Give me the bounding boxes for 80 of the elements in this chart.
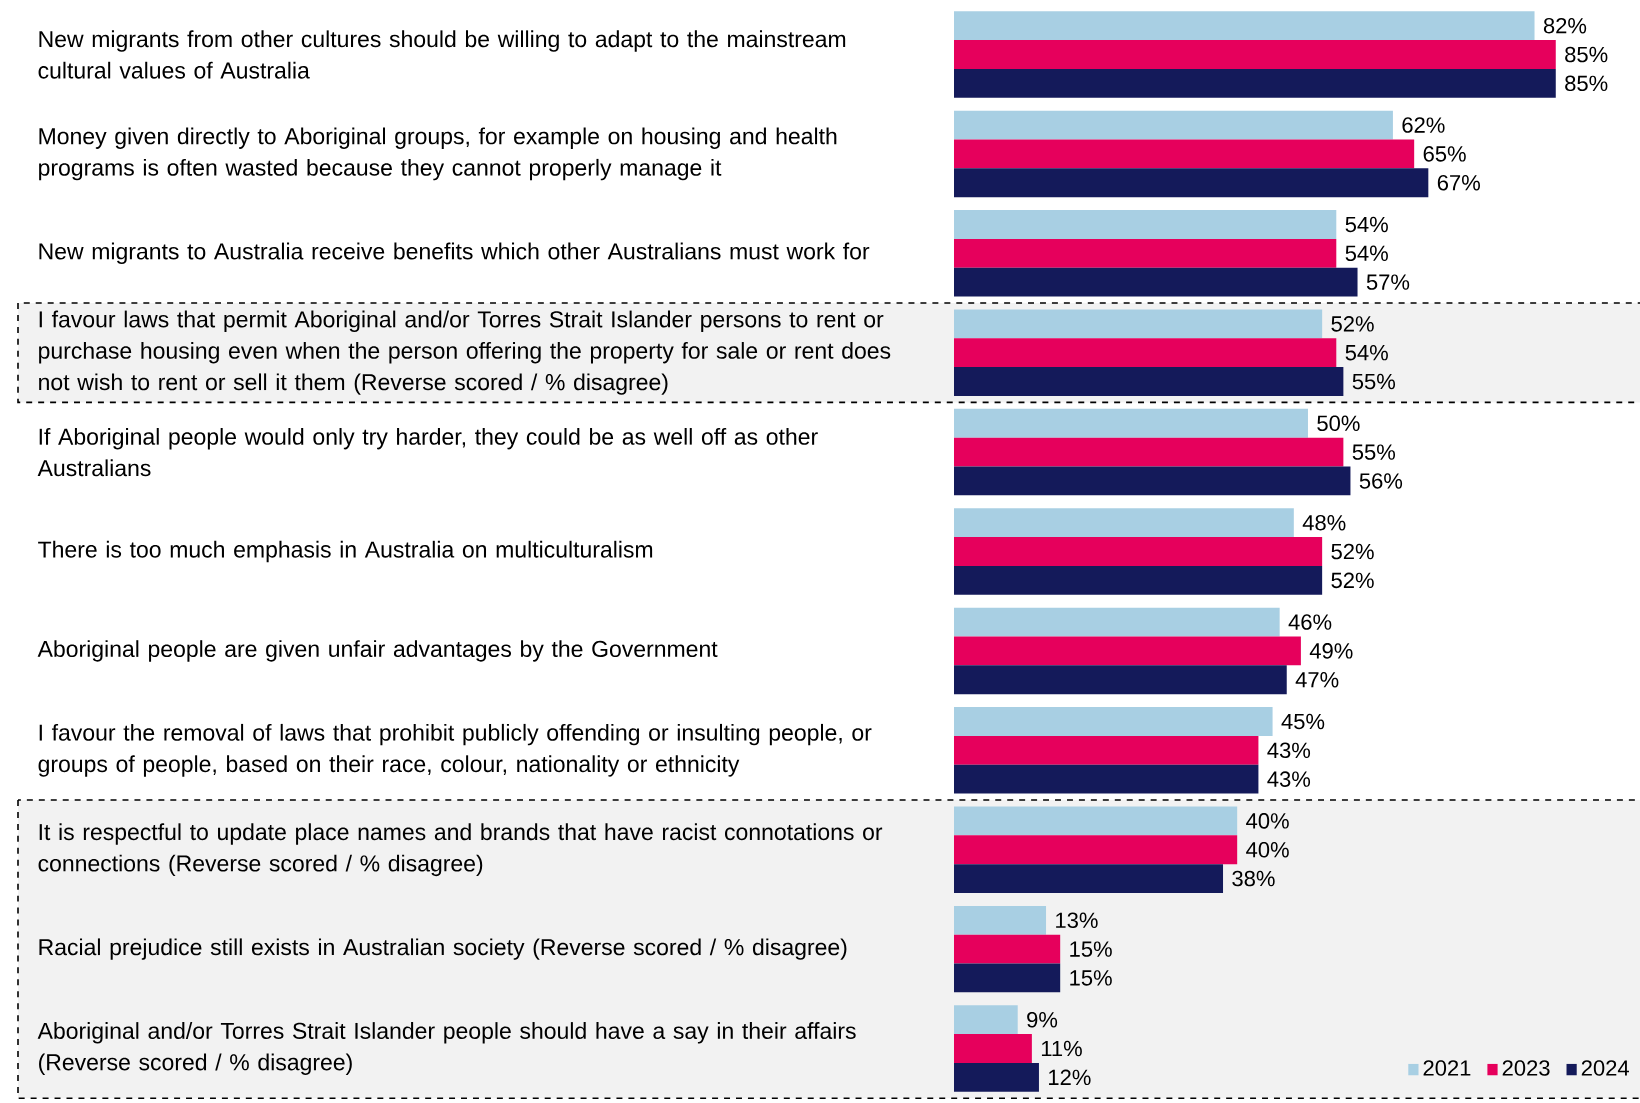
bar xyxy=(954,139,1415,169)
bar xyxy=(954,806,1238,836)
data-label: 45% xyxy=(1281,713,1325,730)
y-tick-label: Aboriginal people are given unfair advantages by the Government xyxy=(37,640,718,662)
bar xyxy=(954,707,1273,736)
y-tick-label: Racial prejudice still exists in Australian society (Reverse scored / % disagree) xyxy=(39,938,847,960)
data-label: 54% xyxy=(1345,245,1388,262)
bar xyxy=(954,963,1061,993)
bar xyxy=(954,508,1294,538)
bar xyxy=(954,238,1337,268)
bar xyxy=(954,905,1047,935)
data-label: 40% xyxy=(1246,841,1289,858)
bar xyxy=(954,636,1301,666)
data-label: 62% xyxy=(1402,117,1445,133)
data-label: 52% xyxy=(1331,572,1374,589)
bar xyxy=(954,607,1280,637)
y-tick-label: It is respectful to update place names and brands that have racist connotations or connections (Reverse scored / % disagree) xyxy=(38,823,883,877)
data-label: 11% xyxy=(1041,1040,1082,1057)
data-label: 85% xyxy=(1565,75,1608,92)
data-label: 85% xyxy=(1565,46,1608,63)
data-label: 55% xyxy=(1352,444,1396,460)
data-label: 52% xyxy=(1331,543,1374,560)
y-tick-label: If Aboriginal people would only try harder, they could be as well off as other Australians xyxy=(37,427,818,477)
y-tick-label: I favour the removal of laws that prohibit publicly offending or insulting people, or groups of people, based on their race, colour, nationality or ethnicity xyxy=(38,723,872,777)
bar xyxy=(954,1062,1039,1092)
data-label: 40% xyxy=(1246,813,1289,829)
data-label: 12% xyxy=(1049,1069,1091,1086)
bar xyxy=(954,735,1259,765)
data-label: 48% xyxy=(1302,514,1346,531)
data-label: 54% xyxy=(1345,344,1388,361)
bar xyxy=(954,466,1351,496)
bar xyxy=(954,168,1429,198)
bar xyxy=(954,210,1337,239)
data-label: 65% xyxy=(1423,146,1466,162)
bar xyxy=(954,537,1323,566)
bar xyxy=(954,408,1308,438)
data-label: 67% xyxy=(1437,174,1480,191)
data-label: 55% xyxy=(1352,373,1396,390)
data-label: 56% xyxy=(1359,473,1403,489)
bar xyxy=(954,764,1259,794)
data-label: 50% xyxy=(1317,415,1360,432)
data-label: 47% xyxy=(1295,672,1339,688)
data-label: 15% xyxy=(1070,941,1112,957)
data-label: 52% xyxy=(1331,316,1374,332)
y-tick-label: New migrants to Australia receive benefits which other Australians must work for xyxy=(39,242,870,265)
bar xyxy=(954,437,1344,467)
y-tick-label: Money given directly to Aboriginal groups, for example on housing and health programs is often wasted because they cannot properly manage it xyxy=(39,127,837,181)
bar xyxy=(954,40,1556,69)
data-label: 57% xyxy=(1366,274,1410,290)
data-label: 38% xyxy=(1232,870,1275,887)
y-tick-label: New migrants from other cultures should be willing to adapt to the mainstream cultural values of Australia xyxy=(38,30,846,79)
data-label: 43% xyxy=(1267,771,1311,787)
data-label: 54% xyxy=(1345,216,1388,233)
bar xyxy=(954,11,1535,41)
bar xyxy=(954,68,1556,98)
bar xyxy=(954,367,1344,396)
legend-label: 2021 xyxy=(1423,1060,1471,1076)
bar xyxy=(954,1005,1018,1035)
legend-label: 2023 xyxy=(1502,1060,1550,1076)
bar xyxy=(954,835,1238,865)
data-label: 49% xyxy=(1309,643,1353,659)
bar xyxy=(954,934,1061,964)
data-label: 43% xyxy=(1267,742,1311,759)
y-tick-label: There is too much emphasis in Australia on multiculturalism xyxy=(38,540,653,563)
data-label: 9% xyxy=(1027,1011,1058,1028)
bar xyxy=(954,338,1337,368)
bar xyxy=(954,665,1287,695)
data-label: 46% xyxy=(1288,614,1332,630)
y-tick-label: Aboriginal and/or Torres Strait Islander people should have a say in their affairs (Reverse scored / % disagree) xyxy=(37,1022,856,1075)
data-label: 15% xyxy=(1070,970,1112,986)
bar xyxy=(954,110,1393,140)
data-label: 13% xyxy=(1056,912,1098,929)
bar xyxy=(954,267,1358,297)
bar xyxy=(954,1034,1032,1063)
data-label: 82% xyxy=(1543,17,1587,34)
y-tick-label: I favour laws that permit Aboriginal and/or Torres Strait Islander persons to rent or purchase housing even when the person offering the property for sale or rent does not wish to rent or sell it them (Reverse scored / % disagree) xyxy=(39,310,891,395)
legend-label: 2024 xyxy=(1581,1060,1629,1076)
bar xyxy=(954,565,1323,595)
bar xyxy=(954,864,1224,893)
bar xyxy=(954,309,1323,339)
